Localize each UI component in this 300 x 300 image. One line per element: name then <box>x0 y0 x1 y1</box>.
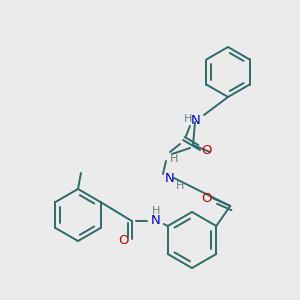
Text: O: O <box>201 191 211 205</box>
Text: H: H <box>184 114 192 124</box>
Text: H: H <box>170 154 178 164</box>
Text: N: N <box>191 113 201 127</box>
Text: O: O <box>118 235 129 248</box>
Text: N: N <box>151 214 160 227</box>
Text: H: H <box>152 206 160 216</box>
Text: N: N <box>165 172 175 185</box>
Text: H: H <box>176 181 184 191</box>
Text: O: O <box>201 143 211 157</box>
